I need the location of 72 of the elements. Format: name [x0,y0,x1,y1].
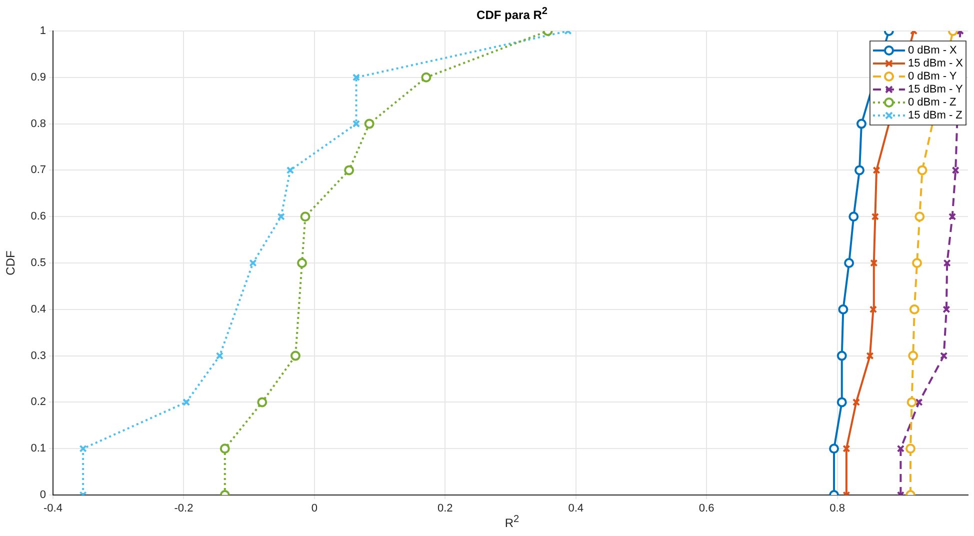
point [915,398,923,406]
point [277,212,285,220]
legend-label: 15 dBm - X [908,58,964,70]
point [290,350,300,361]
point [838,304,848,314]
point [906,397,917,408]
point [872,166,880,174]
y-tick-label: 0.1 [30,442,46,455]
y-tick-label: 1 [40,25,46,38]
x-axis-title: R$^{2}$ [504,514,520,530]
point [948,212,956,220]
point [352,120,360,128]
point [856,118,866,129]
point [940,352,948,360]
point [848,212,859,222]
y-tick-label: 0.6 [30,210,46,223]
point [866,352,874,360]
point [943,259,951,267]
point [914,212,925,222]
legend-label: 0 dBm - X [908,44,958,57]
y-tick-label: 0.7 [30,164,46,176]
point [905,444,916,454]
point [836,397,847,408]
point [300,212,310,222]
point [421,72,432,82]
point [917,165,928,176]
x-tick-label: 0 [311,502,318,515]
point [909,304,920,314]
point [829,444,840,454]
legend-label: 0 dBm - Y [908,70,958,83]
y-axis-title: CDF [4,250,18,276]
y-tick-label: 0.9 [30,71,46,84]
point [79,444,87,452]
point [352,74,360,82]
point [364,118,374,129]
x-tick-label: 0.8 [830,502,845,515]
point [842,444,850,452]
point [216,352,224,360]
point [344,165,354,176]
point [836,350,847,361]
x-tick-label: -0.4 [44,502,62,515]
point [908,350,918,361]
y-tick-label: 0 [40,489,46,502]
x-tick-label: -0.2 [174,502,194,515]
y-tick-label: 0.8 [30,118,46,130]
point [952,166,960,174]
point [852,398,860,406]
point [257,397,268,408]
point [870,259,878,267]
x-tick-label: 0.6 [698,502,714,515]
legend-label: 15 dBm - Z [908,110,963,122]
legend-label: 15 dBm - Y [908,84,964,96]
y-tick-label: 0.4 [30,303,46,316]
point [854,165,865,176]
point [871,212,880,220]
y-tick-label: 0.3 [30,350,46,362]
point [896,444,905,452]
point [869,306,878,314]
chart-title: CDF para R$^{2}$ [476,6,548,22]
x-tick-label: 0.2 [437,502,453,515]
point [220,444,230,454]
point [297,258,308,268]
point [249,259,257,267]
legend-label: 0 dBm - Z [908,96,957,109]
y-tick-label: 0.5 [30,257,46,270]
x-tick-label: 0.4 [568,502,584,515]
point [844,258,854,268]
point [912,258,922,268]
point [942,306,950,314]
point [182,398,190,406]
y-tick-label: 0.2 [30,396,46,408]
point [286,166,294,174]
